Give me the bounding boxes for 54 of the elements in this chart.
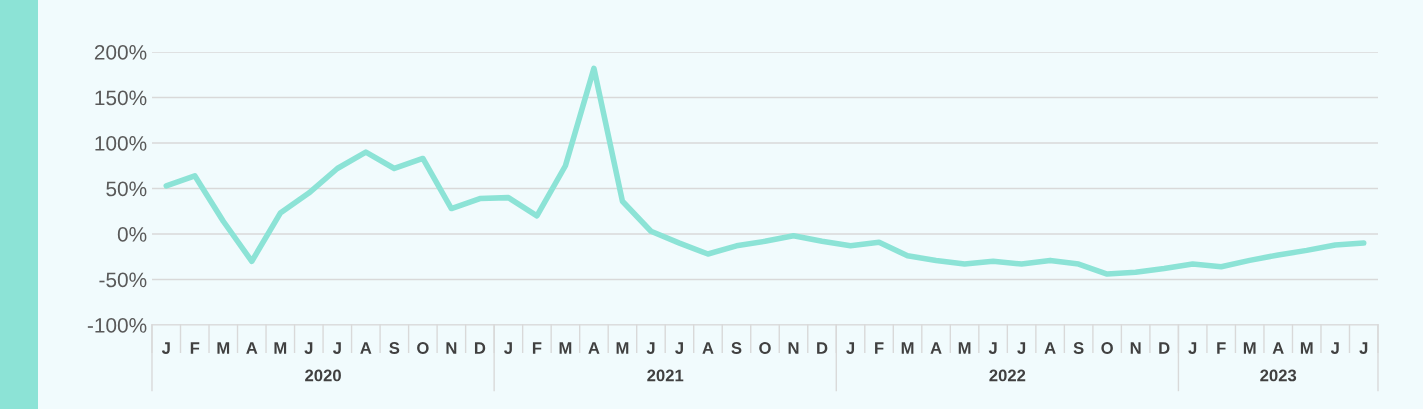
x-tick-label: O	[417, 342, 429, 354]
x-tick-label: J	[1330, 342, 1339, 354]
x-tick-label: J	[988, 342, 997, 354]
x-tick-label: J	[161, 342, 170, 354]
x-tick-label: J	[846, 342, 855, 354]
x-tick-label: M	[217, 342, 230, 354]
y-tick-label: 150%	[95, 90, 147, 106]
x-tick-label: J	[646, 342, 655, 354]
x-tick-label: A	[702, 342, 714, 354]
x-tick-label: D	[474, 342, 486, 354]
x-tick-label: D	[817, 342, 828, 354]
x-tick-label: F	[1217, 342, 1226, 354]
x-tick-label: M	[958, 342, 971, 354]
text: 2021	[647, 369, 684, 382]
y-tick-label: -50%	[99, 272, 147, 288]
y-tick-label: 0%	[117, 227, 147, 242]
x-tick-label: M	[616, 342, 629, 354]
y-tick-label: -100%	[87, 318, 147, 333]
x-tick-label: M	[901, 342, 914, 354]
x-tick-label: F	[190, 342, 200, 354]
x-tick-label: A	[588, 342, 600, 354]
x-tick-label: M	[1300, 342, 1313, 354]
x-tick-label: J	[304, 342, 313, 354]
x-tick-label: N	[1130, 342, 1141, 354]
x-tick-label: M	[1243, 342, 1256, 354]
x-tick-label: S	[731, 342, 742, 354]
x-tick-label: J	[332, 342, 341, 354]
y-tick-label: 50%	[106, 181, 147, 197]
x-tick-label: D	[1159, 342, 1170, 354]
x-tick-label: M	[559, 342, 572, 354]
x-tick-label: S	[1073, 342, 1084, 354]
x-tick-label: J	[1188, 342, 1197, 354]
text: 2022	[989, 369, 1026, 382]
x-tick-label: F	[532, 342, 542, 354]
y-tick-label: 100%	[95, 136, 147, 151]
y-tick-label: 200%	[94, 45, 147, 60]
x-tick-label: A	[1044, 342, 1056, 354]
x-tick-label: A	[246, 342, 258, 354]
x-tick-label: A	[360, 342, 372, 354]
x-tick-label: N	[446, 342, 457, 354]
x-tick-label: A	[1272, 342, 1284, 354]
x-tick-label: J	[1359, 342, 1368, 354]
x-tick-label: A	[930, 342, 942, 354]
x-tick-label: J	[675, 342, 683, 354]
x-tick-label: M	[274, 342, 287, 354]
x-tick-label: F	[875, 342, 884, 354]
x-tick-label: S	[389, 342, 400, 354]
x-tick-label: J	[1017, 342, 1026, 354]
text: 2023	[1260, 369, 1297, 382]
x-tick-label: O	[1101, 342, 1113, 354]
text: 2020	[305, 369, 341, 382]
x-tick-label: O	[759, 342, 771, 354]
x-tick-label: N	[788, 342, 799, 354]
x-tick-label: J	[504, 342, 512, 354]
